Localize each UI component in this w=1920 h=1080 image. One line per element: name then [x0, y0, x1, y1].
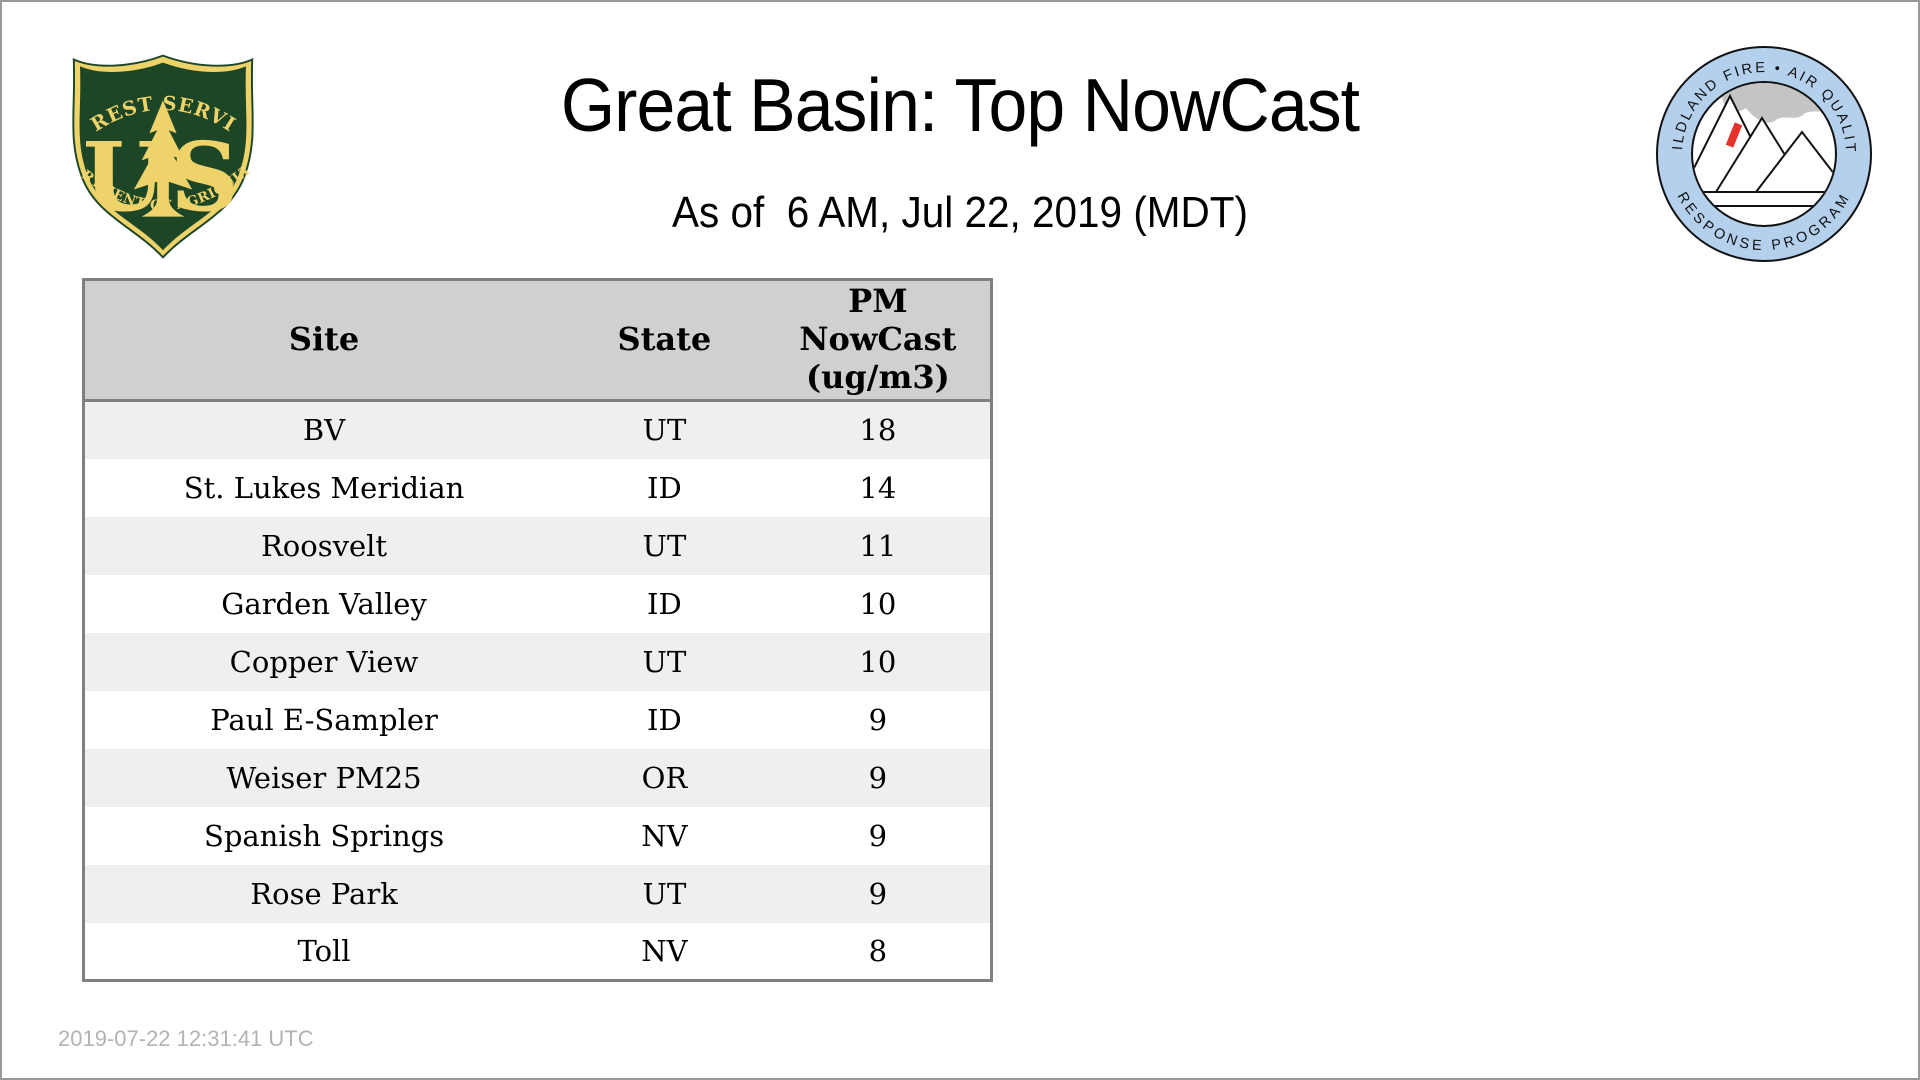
state-cell: ID: [647, 470, 682, 505]
nowcast-table: Site State PM NowCast (ug/m3) BV UT 18 S…: [82, 278, 993, 982]
site-cell: Copper View: [229, 644, 419, 679]
site-cell: Weiser PM25: [226, 760, 422, 795]
page-title: Great Basin: Top NowCast: [560, 63, 1360, 147]
state-cell: NV: [641, 933, 688, 968]
value-cell: 9: [868, 818, 888, 853]
site-cell: Spanish Springs: [203, 818, 445, 853]
value-cell: 10: [859, 644, 897, 679]
site-cell: Garden Valley: [221, 586, 427, 621]
state-cell: OR: [641, 760, 688, 795]
smoke-plume: [1722, 83, 1835, 123]
state-cell: UT: [642, 528, 687, 563]
table-row: Roosvelt UT 11: [83, 516, 992, 575]
site-cell: Rose Park: [250, 876, 398, 911]
table-row: Spanish Springs NV 9: [83, 806, 992, 865]
page-subtitle: As of 6 AM, Jul 22, 2019 (MDT): [672, 188, 1248, 237]
state-cell: ID: [647, 702, 682, 737]
table-row: Garden Valley ID 10: [83, 574, 992, 633]
value-cell: 11: [859, 528, 897, 563]
state-cell: UT: [642, 413, 687, 448]
value-cell: 9: [868, 876, 888, 911]
column-header-pm-nowcast: PM NowCast (ug/m3): [799, 282, 957, 396]
forest-service-logo-icon: FOREST SERVICE U S DEPARTMENT OF AGRICUL…: [66, 50, 254, 259]
column-header-site: Site: [288, 320, 360, 359]
site-cell: BV: [302, 413, 346, 448]
generated-timestamp: 2019-07-22 12:31:41 UTC: [58, 1026, 314, 1051]
column-header-state: State: [617, 320, 712, 359]
table-row: Paul E-Sampler ID 9: [83, 690, 992, 749]
site-cell: Toll: [297, 933, 351, 968]
value-cell: 9: [868, 760, 888, 795]
wildland-fire-air-quality-logo-icon: WILDLAND FIRE • AIR QUALITY RESPONSE PRO…: [1654, 44, 1872, 262]
table-row: Weiser PM25 OR 9: [83, 748, 992, 807]
table-row: Copper View UT 10: [83, 632, 992, 691]
site-cell: St. Lukes Meridian: [183, 470, 465, 505]
value-cell: 8: [868, 933, 888, 968]
pine-tree-icon: [133, 100, 193, 217]
value-cell: 10: [859, 586, 897, 621]
table-row: Toll NV 8: [83, 922, 992, 981]
value-cell: 14: [859, 470, 897, 505]
fire-mark: [1725, 122, 1743, 148]
table-row: BV UT 18: [83, 400, 992, 459]
state-cell: NV: [641, 818, 688, 853]
table-row: Rose Park UT 9: [83, 864, 992, 923]
state-cell: ID: [647, 586, 682, 621]
state-cell: UT: [642, 644, 687, 679]
value-cell: 9: [868, 702, 888, 737]
value-cell: 18: [859, 413, 897, 448]
table-header-row: Site State PM NowCast (ug/m3): [83, 279, 992, 401]
site-cell: Paul E-Sampler: [210, 702, 438, 737]
state-cell: UT: [642, 876, 687, 911]
table-row: St. Lukes Meridian ID 14: [83, 458, 992, 517]
mountain-right: [1755, 130, 1835, 193]
site-cell: Roosvelt: [260, 528, 388, 563]
